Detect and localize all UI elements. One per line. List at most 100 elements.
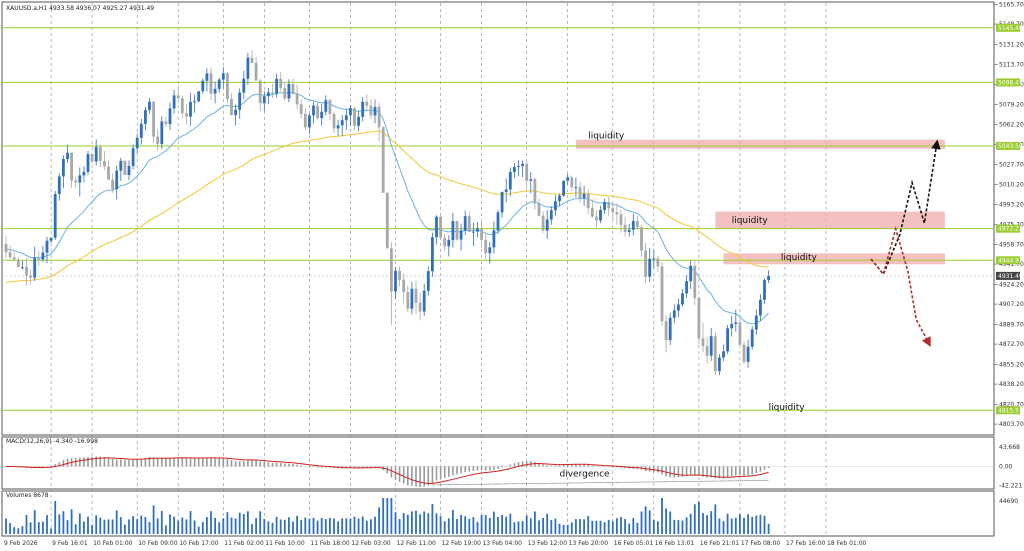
divergence-label: divergence [560,469,611,479]
candle-body [139,123,143,138]
liquidity-zone [723,253,945,265]
level-tag-label: 4972.23 [998,226,1023,233]
bullish-candle [709,328,713,361]
bullish-candle [308,113,311,134]
time-tick-label: 13 Feb 20:00 [569,540,609,547]
candle-body [226,73,229,100]
price-tick-label: 4803.70 [999,421,1024,428]
candle-body [451,221,455,241]
candle-body [562,180,565,196]
price-tick-label: 4889.70 [999,321,1024,328]
candle-body [103,160,106,167]
candle-body [201,80,205,92]
bullish-candle [53,190,57,240]
candle-body [459,230,463,240]
price-tick-label: 4820.70 [999,401,1024,408]
candle-body [402,279,406,293]
bearish-candle [381,126,385,193]
candle-body [353,108,356,126]
candle-body [426,271,430,291]
candle-body [205,73,209,81]
bearish-candle [12,252,16,260]
bullish-candle [312,101,315,124]
bullish-candle [82,166,86,183]
candle-body [369,105,373,116]
bearish-candle [480,221,483,249]
candle-body [135,137,139,149]
candle-body [586,193,590,209]
bearish-candle [29,269,32,285]
candle-body [365,101,369,106]
candle-body [144,109,147,124]
bearish-candle [697,296,701,345]
bullish-candle [139,118,143,145]
bearish-candle [74,176,78,189]
bearish-candle [443,233,447,251]
bearish-candle [640,224,643,257]
bullish-candle [86,151,90,175]
candle-body [738,322,742,345]
bullish-candle [168,102,172,131]
bearish-candle [299,99,303,118]
candle-body [271,92,274,94]
candle-body [390,248,393,292]
price-tick-label: 4838.20 [999,381,1024,388]
current-price-label: 4931.49 [998,273,1023,280]
bullish-candle [513,163,516,178]
candle-body [599,209,602,221]
time-tick-label: 9 Feb 2026 [4,540,38,547]
bearish-candle [90,153,94,164]
bearish-candle [590,200,594,218]
candle-body [53,194,57,238]
bullish-candle [144,106,147,131]
candle-body [615,212,619,215]
candle-body [156,136,160,144]
candle-body [230,99,233,116]
candle-body [718,357,721,372]
candle-body [213,88,217,94]
bullish-candle [213,81,217,104]
bullish-candle [627,223,631,237]
candle-body [496,212,500,231]
level-tag [996,224,1020,233]
candle-body [111,179,114,190]
price-tick-label: 4924.20 [999,281,1024,288]
candle-body [25,267,28,276]
bearish-candle [586,189,590,214]
candle-body [98,146,102,161]
candle-body [533,179,537,204]
candle-body [291,84,295,94]
bearish-candle [705,337,709,364]
candle-body [398,270,401,280]
bearish-candle [156,129,160,151]
bullish-candle [238,88,242,119]
bullish-candle [66,144,69,163]
bullish-candle [750,326,754,350]
candle-body [549,210,553,220]
time-tick-label: 16 Feb 13:01 [655,540,695,547]
candle-body [324,100,328,112]
candle-body [242,78,246,93]
bullish-candle [45,236,49,264]
candle-body [607,201,611,209]
bullish-candle [504,178,508,203]
bearish-candle [37,251,41,267]
bearish-candle [185,104,188,124]
candle-body [443,237,447,247]
bullish-candle [287,79,291,103]
bullish-candle [422,283,426,316]
candle-body [41,252,45,260]
bullish-candle [267,87,270,105]
candle-body [185,113,188,117]
price-tick-label: 5079.20 [999,102,1024,109]
candle-body [394,270,397,292]
bearish-candle [332,111,336,133]
candle-body [172,95,176,109]
candle-body [287,84,291,99]
bullish-candle [529,171,533,194]
bearish-candle [254,57,258,81]
candle-body [566,177,570,181]
candle-body [713,336,717,372]
price-tick-label: 5027.70 [999,161,1024,168]
